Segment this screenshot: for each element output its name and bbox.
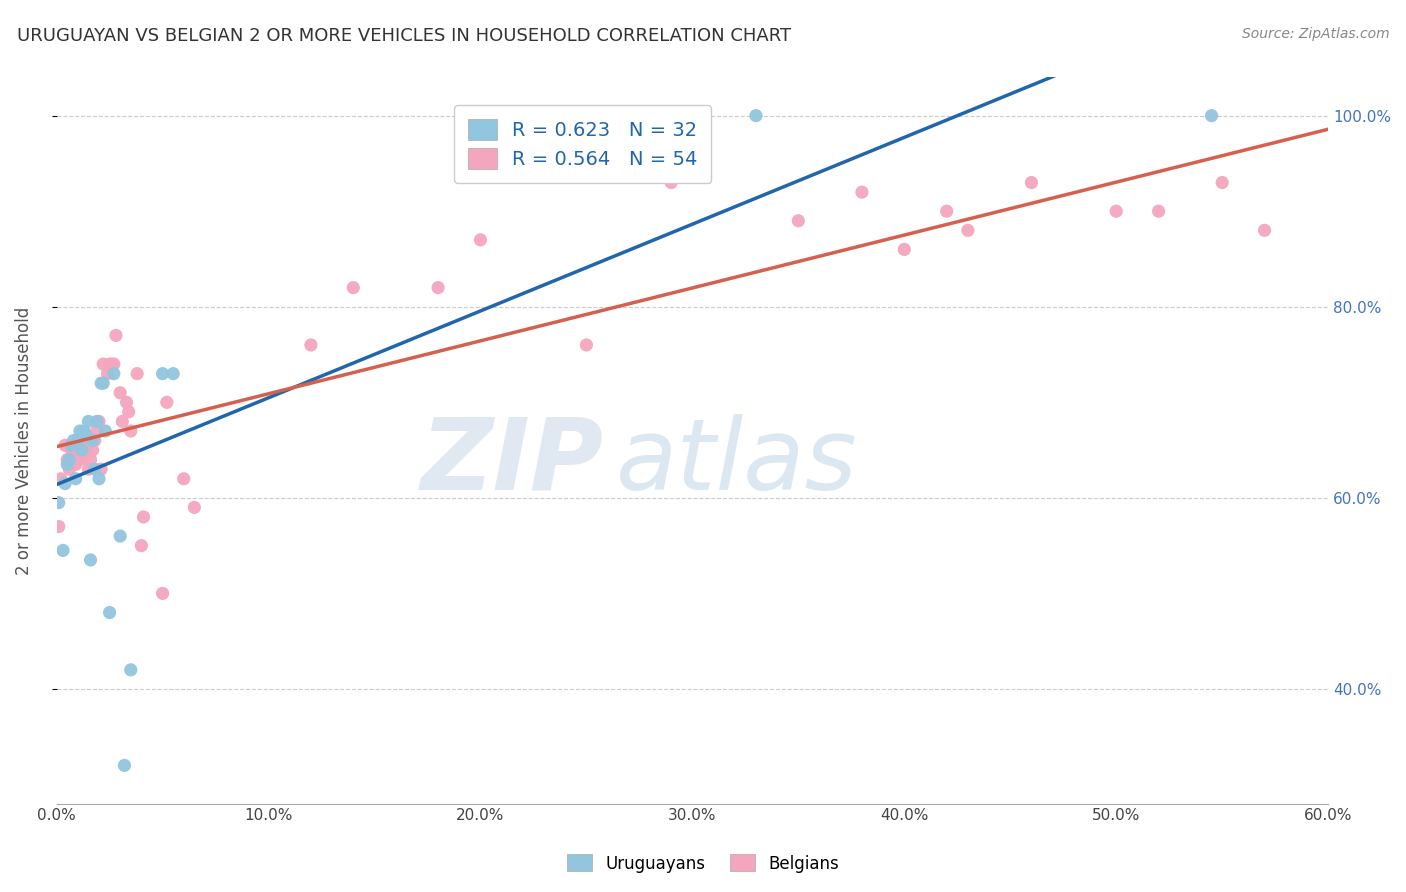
Text: atlas: atlas [616, 414, 858, 511]
Point [52, 543, 75, 558]
Point [173, 472, 195, 486]
Point [156, 395, 179, 409]
Point [79, 553, 101, 567]
Point [935, 204, 957, 219]
Point [75, 443, 97, 458]
Point [893, 243, 915, 257]
Point [73, 424, 96, 438]
Point [120, 424, 142, 438]
Point [87, 414, 110, 428]
Point [94, 424, 117, 438]
Point [118, 405, 141, 419]
Point [65, 472, 87, 486]
Point [77, 414, 100, 428]
Point [152, 367, 174, 381]
Point [86, 424, 108, 438]
Point [83, 434, 105, 448]
Point [108, 529, 131, 543]
Point [617, 109, 640, 123]
Point [851, 185, 873, 199]
Legend: R = 0.623   N = 32, R = 0.564   N = 54: R = 0.623 N = 32, R = 0.564 N = 54 [454, 105, 711, 183]
Text: URUGUAYAN VS BELGIAN 2 OR MORE VEHICLES IN HOUSEHOLD CORRELATION CHART: URUGUAYAN VS BELGIAN 2 OR MORE VEHICLES … [17, 27, 792, 45]
Point [69, 424, 91, 438]
Point [62, 448, 84, 462]
Point [787, 213, 810, 227]
Point [82, 443, 104, 458]
Point [299, 338, 322, 352]
Point [1105, 204, 1128, 219]
Point [745, 109, 768, 123]
Text: ZIP: ZIP [420, 414, 603, 511]
Point [342, 280, 364, 294]
Point [162, 367, 184, 381]
Point [98, 357, 121, 371]
Point [956, 223, 979, 237]
Point [120, 663, 142, 677]
Point [131, 539, 153, 553]
Point [91, 376, 114, 391]
Point [48, 519, 70, 533]
Point [1253, 223, 1275, 237]
Text: Source: ZipAtlas.com: Source: ZipAtlas.com [1241, 27, 1389, 41]
Point [96, 367, 118, 381]
Point [659, 176, 682, 190]
Point [1201, 109, 1223, 123]
Point [127, 367, 149, 381]
Point [104, 328, 127, 343]
Point [58, 452, 80, 467]
Point [427, 280, 450, 294]
Point [111, 414, 134, 428]
Point [103, 357, 125, 371]
Point [183, 500, 205, 515]
Point [58, 462, 80, 476]
Point [53, 476, 76, 491]
Point [100, 357, 122, 371]
Point [103, 367, 125, 381]
Point [87, 472, 110, 486]
Point [90, 376, 112, 391]
Point [65, 458, 87, 472]
Point [70, 443, 93, 458]
Point [90, 462, 112, 476]
Legend: Uruguayans, Belgians: Uruguayans, Belgians [560, 847, 846, 880]
Point [70, 438, 93, 452]
Point [60, 438, 83, 452]
Point [112, 758, 135, 772]
Point [86, 414, 108, 428]
Point [56, 452, 79, 467]
Point [60, 443, 83, 458]
Point [1147, 204, 1170, 219]
Point [108, 385, 131, 400]
Point [1211, 176, 1233, 190]
Point [1021, 176, 1043, 190]
Y-axis label: 2 or more Vehicles in Household: 2 or more Vehicles in Household [15, 307, 32, 574]
Point [152, 586, 174, 600]
Point [73, 448, 96, 462]
Point [575, 338, 598, 352]
Point [82, 434, 104, 448]
Point [66, 443, 89, 458]
Point [56, 458, 79, 472]
Point [48, 495, 70, 509]
Point [91, 357, 114, 371]
Point [66, 434, 89, 448]
Point [77, 462, 100, 476]
Point [79, 452, 101, 467]
Point [62, 434, 84, 448]
Point [115, 395, 138, 409]
Point [98, 606, 121, 620]
Point [49, 472, 72, 486]
Point [132, 510, 155, 524]
Point [75, 429, 97, 443]
Point [470, 233, 492, 247]
Point [83, 462, 105, 476]
Point [69, 452, 91, 467]
Point [53, 438, 76, 452]
